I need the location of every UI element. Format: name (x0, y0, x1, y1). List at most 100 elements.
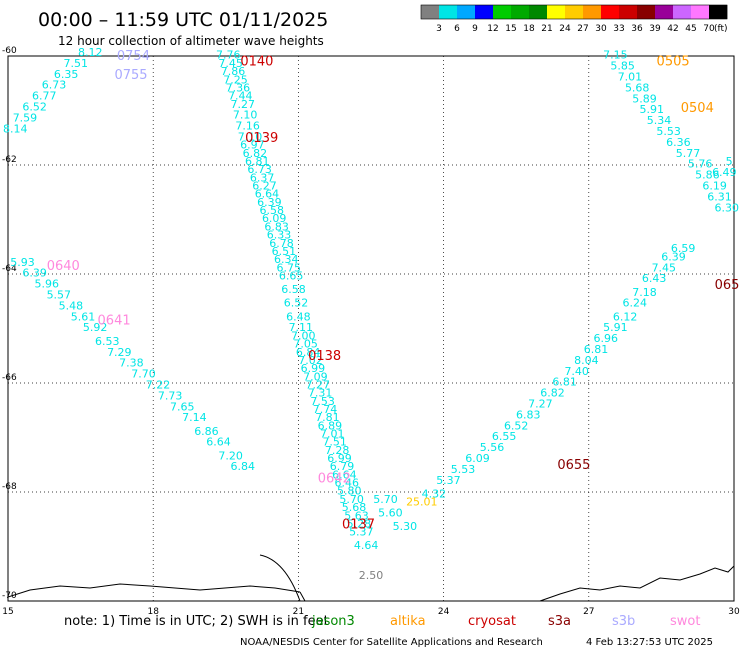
wave-height-label: 6.39 (22, 267, 47, 280)
satellite-legend: jason3 altika cryosat s3a s3b swot (311, 614, 700, 629)
wave-height-label: 7.16 (235, 120, 260, 133)
wave-height-label: 7.01 (320, 428, 345, 441)
wave-height-label: 6.84 (230, 460, 255, 473)
wave-height-label: 6.81 (552, 376, 577, 389)
wave-height-label: 6.96 (593, 332, 618, 345)
wave-height-label: 6.82 (540, 387, 565, 400)
wave-height-label: 6.39 (257, 196, 282, 209)
pass-label: 0654 (715, 278, 740, 293)
colorbar-tick-label: 33 (613, 24, 624, 34)
wave-height-label: 5.76 (688, 158, 713, 171)
wave-height-label: 5.53 (451, 463, 476, 476)
wave-height-label: 7.02 (298, 354, 323, 367)
wave-height-label: 6.51 (272, 245, 297, 258)
wave-height-label: 6.59 (671, 242, 696, 255)
wave-height-label: 7.25 (223, 73, 248, 86)
wave-height-label: 4.32 (422, 487, 447, 500)
wave-height-label: 8.04 (574, 354, 599, 367)
wave-height-label: 5.63 (344, 509, 369, 522)
x-tick-label: 21 (293, 607, 304, 617)
wave-height-label: 6.64 (255, 188, 280, 201)
wave-height-label: 5.48 (59, 299, 84, 312)
x-tick-label: 24 (438, 607, 450, 617)
wave-height-label: 6.46 (335, 477, 360, 490)
wave-height-label: 6.39 (661, 250, 686, 263)
wave-height-label: 6.75 (276, 261, 301, 274)
wave-height-label: 7.53 (310, 395, 335, 408)
wave-height-label: 6.58 (281, 283, 306, 296)
wave-height-label: 5.56 (480, 441, 505, 454)
y-tick-label: -70 (2, 591, 17, 601)
pass-label: 0504 (681, 101, 714, 116)
colorbar-swatch (511, 5, 530, 19)
wave-height-label: 7.27 (306, 378, 331, 391)
wave-height-label: 6.79 (330, 460, 355, 473)
colorbar: 3 6 9 12 15 18 21 24 27 30 33 36 39 42 45 70 (420, 4, 728, 34)
coastline (7, 565, 735, 602)
wave-height-label: 6.99 (301, 362, 326, 375)
colorbar-swatch (493, 5, 512, 19)
wave-height-label: 6.52 (22, 101, 47, 114)
pass-label: 0642 (318, 471, 351, 486)
wave-height-label: 5 (726, 155, 733, 168)
y-tick-label: -64 (2, 264, 17, 274)
legend-s3b: s3b (612, 614, 635, 629)
wave-height-label: 5.37 (349, 526, 374, 539)
wave-height-label: 5.70 (339, 493, 364, 506)
colorbar-tick-label: 30 (595, 24, 607, 34)
pass-label: 0139 (245, 131, 278, 146)
pass-labels-layer: 0754 0755 0140 0139 0138 0137 0505 0504 0654 0655… (47, 49, 740, 533)
wave-height-label: 25.01 (406, 496, 438, 509)
wave-height-label: 7.15 (603, 49, 628, 62)
wave-height-label: 7.59 (13, 111, 38, 124)
colorbar-swatch (691, 5, 710, 19)
y-tick-label: -60 (2, 46, 17, 56)
x-tick-label: 30 (728, 607, 740, 617)
wave-height-label: 5.80 (337, 485, 362, 498)
wave-height-label: 7.81 (315, 411, 340, 424)
colorbar-swatch (565, 5, 584, 19)
wave-height-label: 7.36 (226, 81, 251, 94)
footer-note: note: 1) Time is in UTC; 2) SWH is in fe… (64, 614, 329, 629)
x-tick-label: 18 (147, 607, 159, 617)
axis-labels: 15 18 21 24 27 30 -60 -62 -64 -66 -68 -70 (2, 46, 740, 617)
wave-height-label: 6.43 (642, 272, 667, 285)
wave-height-label: 6.89 (318, 419, 343, 432)
colorbar-swatch (439, 5, 458, 19)
wave-height-label: 7.14 (182, 411, 207, 424)
wave-height-label: 6.65 (279, 269, 304, 282)
wave-height-label: 7.70 (131, 368, 156, 381)
legend-altika: altika (390, 614, 426, 629)
wave-height-label: 5.89 (632, 92, 657, 105)
wave-height-label: 7.38 (119, 357, 144, 370)
colorbar-tick-label: 6 (454, 24, 460, 34)
chart-title: 00:00 – 11:59 UTC 01/11/2025 (38, 9, 328, 31)
colorbar-swatch (673, 5, 692, 19)
pass-label: 0641 (98, 313, 131, 328)
pass-label: 0505 (657, 54, 690, 69)
wave-height-label: 6.31 (707, 190, 732, 203)
colorbar-tick-label: 9 (472, 24, 478, 34)
wave-height-label: 6.35 (54, 68, 79, 81)
colorbar-swatch (421, 5, 440, 19)
wave-height-label: 7.86 (221, 65, 246, 78)
wave-height-label: 7.27 (528, 398, 553, 411)
wave-height-label: 5.85 (610, 60, 635, 73)
wave-height-label: 7.22 (146, 378, 171, 391)
wave-height-label: 7.05 (293, 338, 318, 351)
colorbar-tick-label: 24 (559, 24, 571, 34)
wave-height-label: 6.84 (296, 346, 321, 359)
y-tick-label: -66 (2, 373, 17, 383)
wave-height-label: 6.09 (262, 212, 287, 225)
wave-height-label: 7.45 (218, 57, 243, 70)
wave-height-label: 5.77 (676, 147, 701, 160)
wave-height-label: 5.93 (10, 256, 35, 269)
colorbar-tick-label: 27 (577, 24, 588, 34)
colorbar-tick-label: 21 (541, 24, 552, 34)
wave-height-label: 5.30 (393, 520, 418, 533)
wave-height-label: 5.60 (378, 507, 403, 520)
x-tick-label: 27 (583, 607, 594, 617)
wave-height-label: 7.31 (308, 387, 333, 400)
wave-height-label: 6.83 (264, 220, 289, 233)
pass-label: 0655 (557, 458, 590, 473)
